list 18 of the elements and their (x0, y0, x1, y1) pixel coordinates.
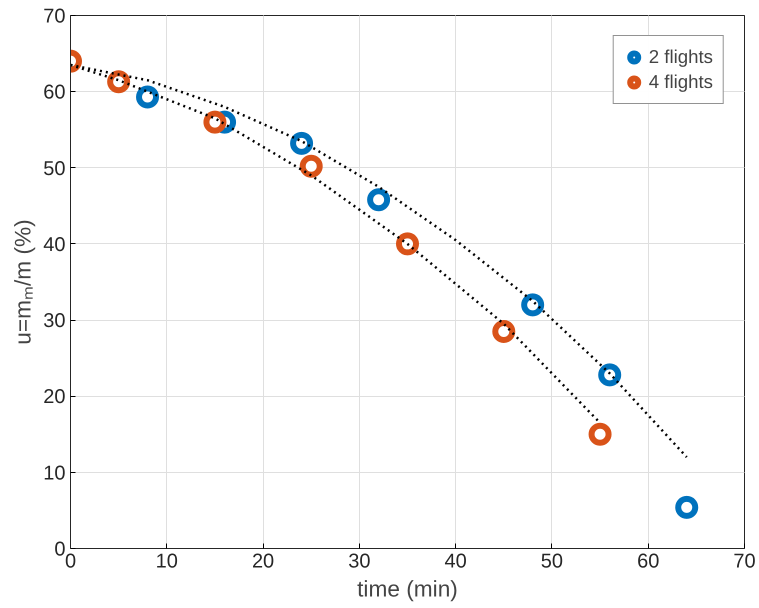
y-tick-label: 50 (43, 158, 66, 180)
y-tick-label: 70 (43, 6, 66, 28)
y-tick-label: 10 (43, 462, 66, 484)
legend-label: 4 flights (648, 71, 713, 93)
x-tick-label: 10 (156, 550, 178, 572)
x-tick-label: 60 (637, 550, 660, 572)
x-axis-title: time (min) (357, 576, 458, 602)
y-axis-title: u=mₘ/m (%) (9, 219, 36, 345)
x-tick-label: 40 (444, 550, 467, 572)
x-tick-label: 70 (733, 550, 756, 572)
legend-label: 2 flights (648, 46, 713, 68)
y-tick-label: 20 (43, 386, 66, 408)
y-tick-label: 30 (43, 310, 66, 332)
y-tick-label: 60 (43, 82, 66, 104)
x-tick-label: 50 (540, 550, 564, 572)
x-tick-label: 30 (348, 550, 370, 572)
y-tick-label: 40 (43, 234, 66, 256)
x-tick-label: 20 (252, 550, 274, 572)
